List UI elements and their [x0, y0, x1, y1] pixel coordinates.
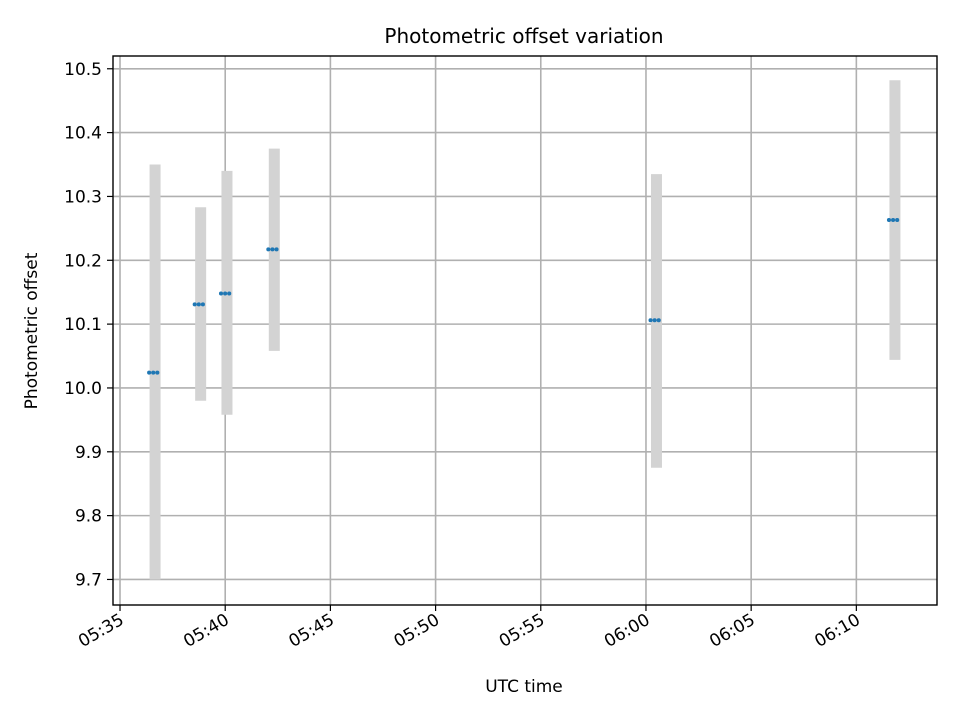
y-axis-label: Photometric offset: [22, 252, 42, 409]
point-layer: [147, 218, 903, 375]
y-tick-label: 10.2: [64, 251, 102, 271]
y-tick-label: 10.0: [64, 379, 102, 399]
y-tick-label: 10.1: [64, 315, 102, 335]
grid-layer: [113, 56, 937, 605]
y-tick-label: 9.7: [75, 570, 102, 590]
y-tick-label: 10.3: [64, 187, 102, 207]
y-tick-label: 9.8: [75, 507, 102, 527]
y-tick-label: 10.4: [64, 124, 102, 144]
plot-frame: [112, 55, 938, 606]
x-axis-label: UTC time: [485, 677, 563, 697]
y-tick-label: 9.9: [75, 443, 102, 463]
y-tick-label: 10.5: [64, 60, 102, 80]
chart-title: Photometric offset variation: [384, 24, 663, 48]
